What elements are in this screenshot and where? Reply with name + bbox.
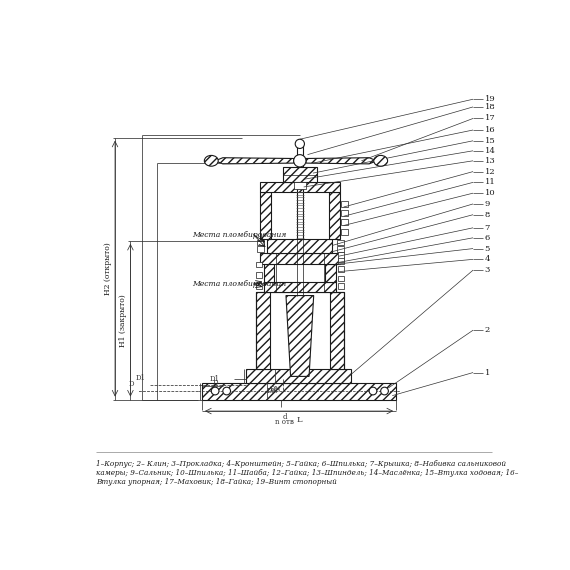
Bar <box>256 240 264 246</box>
Bar <box>337 266 344 272</box>
Bar <box>337 257 344 262</box>
Text: D1: D1 <box>136 374 146 382</box>
Text: 10: 10 <box>484 189 495 197</box>
Text: Втулка упорная; 17–Маховик; 18–Гайка; 19–Винт стопорный: Втулка упорная; 17–Маховик; 18–Гайка; 19… <box>96 478 336 486</box>
Text: 16: 16 <box>484 126 495 134</box>
Polygon shape <box>306 158 377 164</box>
Text: 8: 8 <box>484 211 490 219</box>
Text: 18: 18 <box>484 103 495 111</box>
Circle shape <box>223 387 230 395</box>
Text: 14: 14 <box>484 147 495 155</box>
Text: 1: 1 <box>484 369 490 377</box>
Bar <box>256 283 262 288</box>
Bar <box>256 272 262 278</box>
Text: D: D <box>213 378 218 386</box>
Bar <box>341 219 348 226</box>
Polygon shape <box>286 296 314 376</box>
Text: n отв: n отв <box>275 418 294 426</box>
Text: 9: 9 <box>484 200 490 208</box>
Polygon shape <box>260 192 271 239</box>
Text: H1 (закрыто): H1 (закрыто) <box>119 294 127 347</box>
Bar <box>337 283 344 288</box>
Polygon shape <box>202 382 396 400</box>
Polygon shape <box>260 182 340 192</box>
Bar <box>337 240 344 246</box>
Ellipse shape <box>204 156 218 166</box>
Text: 6: 6 <box>484 234 490 242</box>
Text: камеры; 9–Сальник; 10–Шпилька; 11–Шайба; 12–Гайка; 13–Шпиндель; 14–Маслёнка; 15–: камеры; 9–Сальник; 10–Шпилька; 11–Шайба;… <box>96 469 518 477</box>
Text: 2: 2 <box>484 326 490 334</box>
Circle shape <box>381 387 388 395</box>
Text: L: L <box>296 417 302 425</box>
Ellipse shape <box>374 156 388 166</box>
Text: 11: 11 <box>484 178 495 186</box>
Text: 12: 12 <box>484 168 495 176</box>
Bar <box>341 201 348 207</box>
Text: d: d <box>282 413 287 421</box>
Polygon shape <box>264 283 336 292</box>
Bar <box>256 246 264 252</box>
Bar <box>337 253 344 258</box>
Bar <box>337 246 344 252</box>
Text: D: D <box>129 380 135 388</box>
Bar <box>256 262 262 267</box>
Text: 15: 15 <box>484 137 495 145</box>
Bar <box>337 259 344 264</box>
Text: D1: D1 <box>210 376 220 384</box>
Polygon shape <box>215 158 294 164</box>
Text: 5: 5 <box>484 245 490 253</box>
Text: 1–Корпус; 2– Клин; 3–Прокладка; 4–Кронштейн; 5–Гайка; 6–Шпилька; 7–Крышка; 8–Наб: 1–Корпус; 2– Клин; 3–Прокладка; 4–Кроншт… <box>96 459 506 467</box>
Text: 3: 3 <box>484 266 490 274</box>
Bar <box>341 229 348 235</box>
Bar <box>297 144 303 154</box>
Circle shape <box>211 387 219 395</box>
Text: 7: 7 <box>484 224 490 232</box>
Bar <box>294 182 306 189</box>
Polygon shape <box>246 369 352 382</box>
Text: 17: 17 <box>484 115 495 123</box>
Text: 19: 19 <box>484 95 495 103</box>
Circle shape <box>294 154 306 167</box>
Text: 13: 13 <box>484 157 495 165</box>
Polygon shape <box>330 292 344 369</box>
Circle shape <box>295 139 304 148</box>
Polygon shape <box>260 253 340 264</box>
Bar <box>341 210 348 216</box>
Polygon shape <box>329 192 340 239</box>
Text: 4: 4 <box>484 255 490 263</box>
Polygon shape <box>325 264 336 283</box>
Text: DN: DN <box>267 387 279 395</box>
Polygon shape <box>264 264 274 283</box>
Polygon shape <box>256 292 270 369</box>
Text: H2 (открыто): H2 (открыто) <box>104 242 112 295</box>
Text: DN: DN <box>270 385 281 393</box>
Polygon shape <box>283 167 317 182</box>
Text: Места пломбирования: Места пломбирования <box>192 280 286 288</box>
Bar <box>337 275 344 281</box>
Text: Места пломбирования: Места пломбирования <box>192 231 286 239</box>
Polygon shape <box>267 239 332 253</box>
Circle shape <box>369 387 377 395</box>
